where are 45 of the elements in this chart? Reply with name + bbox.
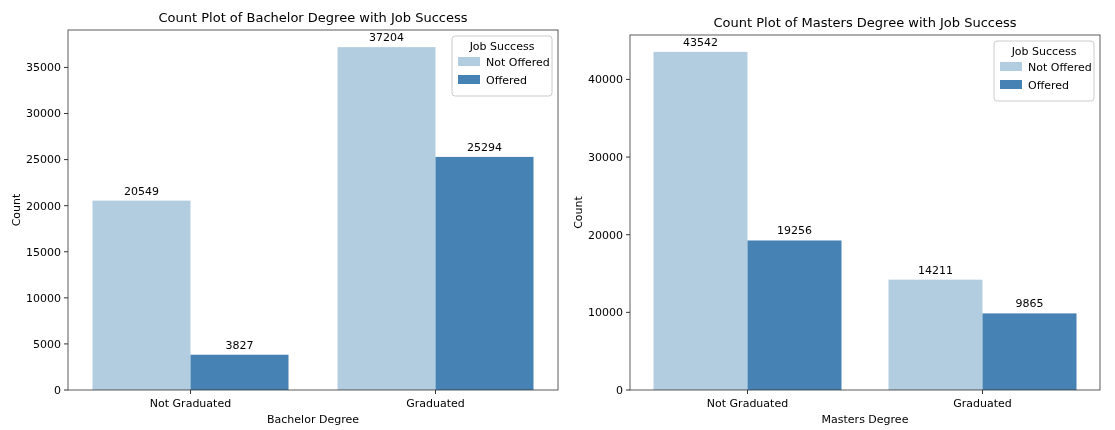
- bar: [435, 156, 534, 390]
- y-tick-label: 20000: [26, 199, 61, 213]
- x-tick-label: Graduated: [406, 397, 465, 410]
- y-tick-label: 25000: [26, 153, 61, 167]
- data-label: 19256: [777, 224, 812, 238]
- y-tick-label: 10000: [588, 306, 623, 320]
- bar: [982, 313, 1077, 390]
- y-tick-label: 5000: [33, 337, 61, 351]
- chart-title: Count Plot of Masters Degree with Job Success: [713, 15, 1017, 30]
- legend-label: Not Offered: [486, 55, 550, 69]
- y-tick-label: 30000: [26, 107, 61, 121]
- legend-label: Offered: [486, 73, 528, 87]
- y-tick-label: 0: [54, 383, 61, 397]
- y-tick-label: 30000: [588, 150, 623, 164]
- legend-title: Job Success: [1010, 45, 1077, 58]
- x-axis-title: Masters Degree: [821, 413, 909, 426]
- y-axis-title: Count: [10, 192, 23, 227]
- bar: [337, 47, 436, 390]
- bar: [92, 200, 191, 390]
- x-tick-label: Not Graduated: [706, 397, 789, 410]
- data-label: 20549: [124, 184, 159, 198]
- legend-title: Job Success: [468, 40, 535, 53]
- bar: [653, 51, 748, 390]
- data-label: 3827: [225, 338, 254, 352]
- y-tick-label: 20000: [588, 228, 623, 242]
- y-tick-label: 40000: [588, 73, 623, 87]
- data-label: 9865: [1015, 297, 1044, 311]
- y-axis-title: Count: [572, 195, 585, 229]
- bar: [888, 279, 983, 390]
- legend-label: Not Offered: [1028, 60, 1092, 74]
- chart-title: Count Plot of Bachelor Degree with Job Success: [158, 10, 468, 25]
- y-tick-label: 10000: [26, 291, 61, 305]
- data-label: 43542: [683, 35, 718, 49]
- x-tick-label: Graduated: [953, 397, 1012, 410]
- y-tick-label: 15000: [26, 245, 61, 259]
- data-label: 14211: [918, 263, 953, 277]
- data-label: 37204: [369, 31, 404, 45]
- x-tick-label: Not Graduated: [149, 397, 232, 410]
- bar: [190, 354, 289, 390]
- bar: [747, 240, 842, 390]
- y-tick-label: 0: [616, 383, 623, 397]
- y-tick-label: 35000: [26, 61, 61, 75]
- data-label: 25294: [467, 140, 502, 154]
- legend-label: Offered: [1028, 78, 1070, 92]
- x-axis-title: Bachelor Degree: [267, 413, 360, 426]
